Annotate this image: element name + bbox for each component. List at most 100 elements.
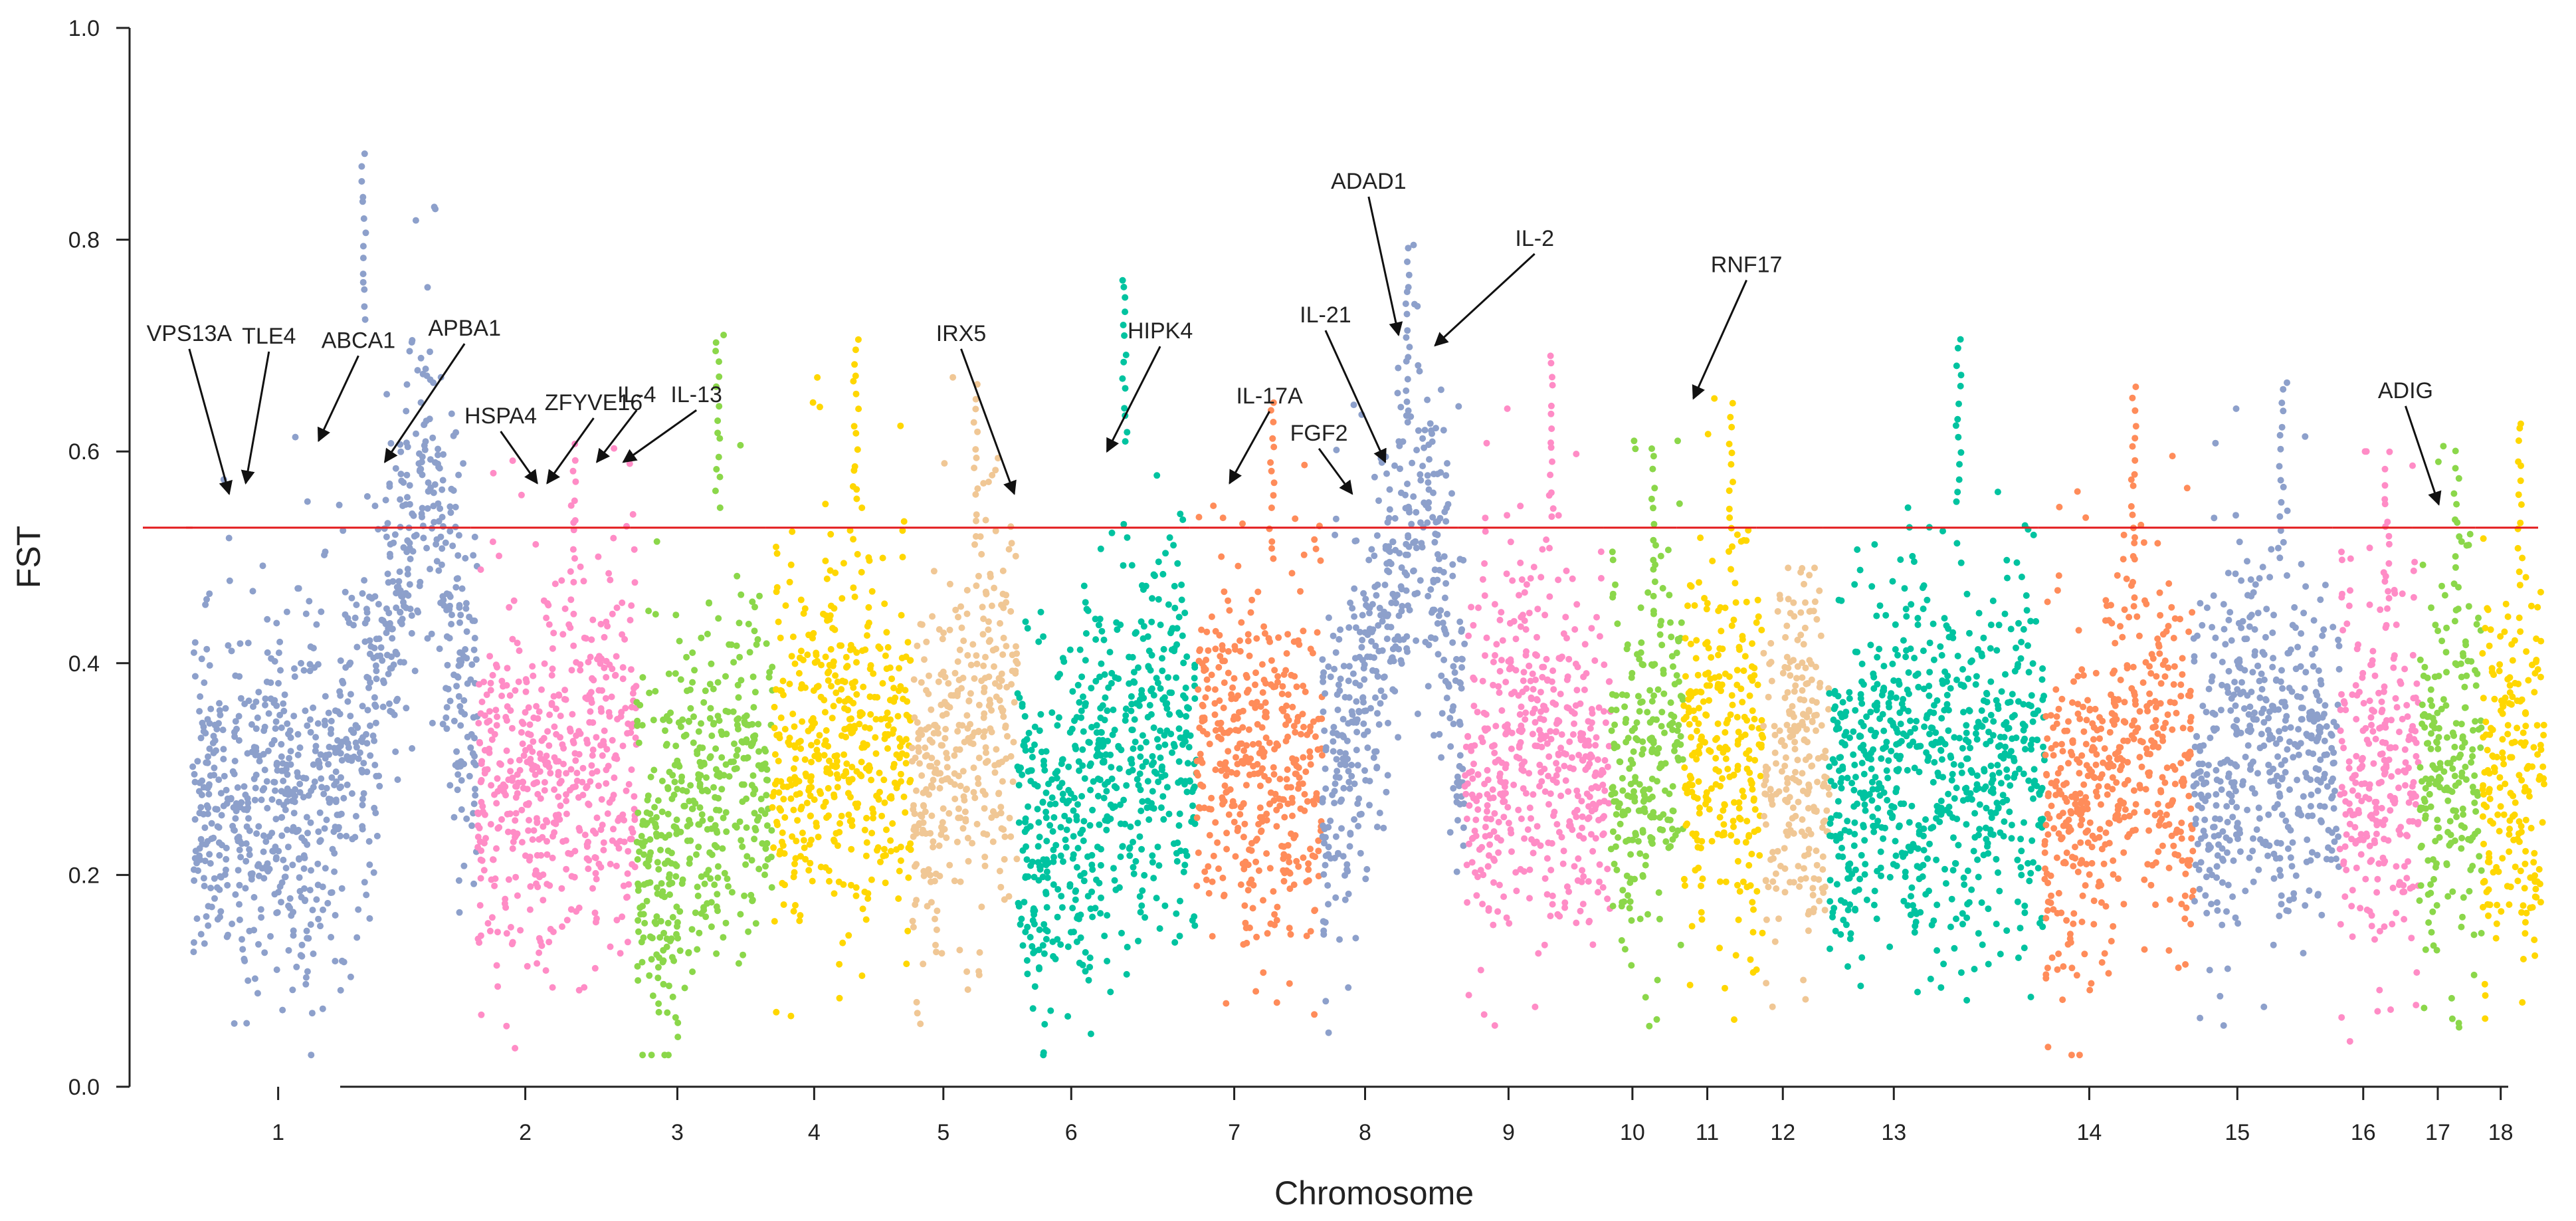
data-point (498, 693, 506, 699)
data-point (424, 505, 431, 512)
data-point (1258, 827, 1265, 834)
data-point (721, 869, 728, 877)
data-point (1303, 933, 1310, 940)
data-point (318, 775, 325, 782)
data-point (200, 811, 207, 818)
data-point (585, 857, 593, 864)
data-point (957, 878, 964, 885)
data-point (791, 869, 798, 876)
data-point (1452, 677, 1459, 685)
data-point (1293, 857, 1300, 865)
data-point (599, 752, 606, 759)
data-point (959, 825, 967, 832)
data-point (811, 720, 819, 726)
data-point (441, 602, 448, 610)
data-point (1221, 679, 1228, 687)
data-point (845, 811, 852, 818)
data-point (1304, 798, 1311, 805)
data-point (1532, 1003, 1539, 1010)
data-point (1102, 694, 1109, 701)
data-point (1543, 855, 1551, 862)
data-point (361, 286, 368, 293)
data-point (1134, 776, 1141, 783)
data-point (741, 714, 748, 721)
data-point (829, 625, 837, 632)
data-point (751, 627, 758, 635)
data-point (328, 717, 335, 724)
data-point (1398, 608, 1405, 615)
data-point (1522, 626, 1530, 633)
data-point (1526, 895, 1533, 902)
data-point (448, 611, 455, 619)
data-point (320, 906, 326, 913)
data-point (1636, 708, 1643, 715)
data-point (325, 760, 332, 768)
data-point (604, 810, 611, 818)
data-point (1108, 764, 1115, 771)
data-point (1237, 881, 1244, 888)
data-point (1132, 857, 1139, 865)
data-point (841, 726, 848, 733)
data-point (1284, 733, 1292, 740)
data-point (1302, 688, 1309, 695)
data-point (841, 751, 848, 758)
data-point (494, 775, 501, 782)
data-point (740, 951, 747, 958)
data-point (1284, 766, 1291, 773)
data-point (307, 819, 314, 826)
data-point (924, 903, 931, 910)
data-point (985, 673, 993, 681)
data-point (1255, 740, 1262, 747)
data-point (964, 986, 971, 993)
data-point (704, 788, 712, 795)
data-point (1278, 843, 1285, 849)
data-point (928, 782, 935, 789)
data-point (1072, 888, 1079, 895)
data-point (1597, 771, 1605, 778)
data-point (718, 728, 725, 735)
data-point (298, 834, 306, 841)
data-point (695, 821, 702, 828)
data-point (1244, 631, 1252, 638)
data-point (854, 446, 861, 453)
data-point (1596, 799, 1603, 806)
data-point (563, 798, 570, 804)
data-point (454, 674, 462, 681)
data-point (1515, 806, 1522, 814)
data-point (917, 1020, 924, 1028)
data-point (710, 721, 717, 728)
data-point (385, 579, 392, 586)
data-point (669, 993, 676, 1000)
data-point (970, 764, 977, 772)
data-point (1341, 896, 1349, 903)
data-point (534, 871, 542, 879)
data-point (1160, 645, 1167, 653)
data-point (621, 635, 629, 643)
data-point (607, 943, 614, 950)
data-point (1128, 701, 1136, 708)
data-point (881, 845, 888, 853)
data-point (1087, 786, 1094, 794)
data-point (371, 762, 379, 768)
data-point (631, 579, 639, 586)
data-point (545, 939, 553, 946)
data-point (653, 913, 660, 920)
data-point (675, 719, 682, 726)
data-point (1149, 859, 1156, 866)
data-point (1123, 782, 1130, 789)
data-point (1139, 763, 1146, 770)
data-point (890, 726, 897, 733)
data-point (825, 677, 832, 684)
data-point (634, 717, 641, 724)
data-point (494, 825, 502, 832)
data-point (273, 909, 280, 917)
data-point (674, 1019, 682, 1026)
data-point (512, 794, 520, 801)
data-point (852, 800, 859, 808)
data-point (932, 941, 939, 948)
data-point (1361, 661, 1368, 668)
data-point (524, 962, 531, 970)
data-point (1657, 621, 1664, 629)
data-point (818, 661, 825, 669)
data-point (345, 756, 352, 763)
